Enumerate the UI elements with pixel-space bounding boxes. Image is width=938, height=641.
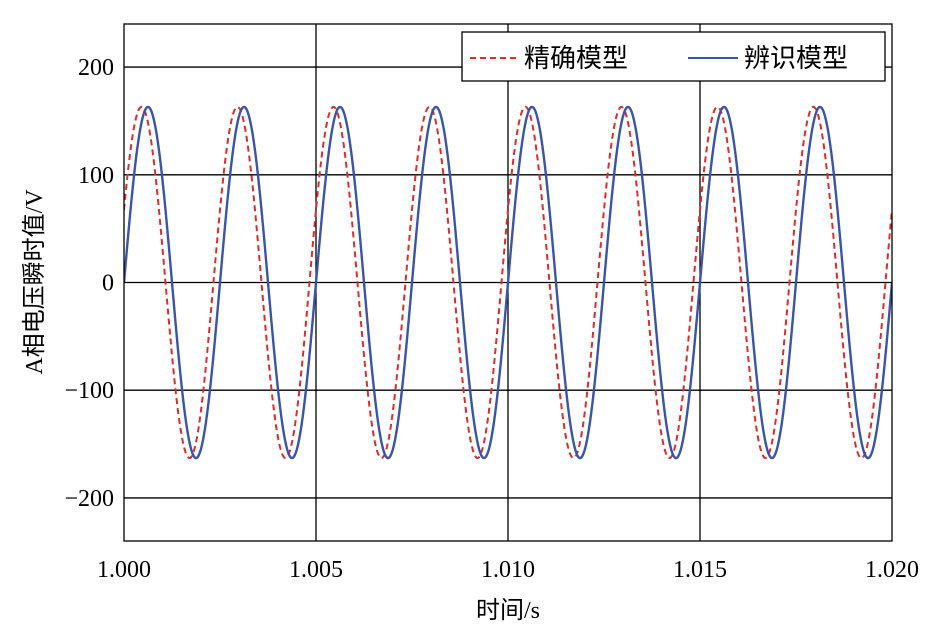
plot-frame bbox=[123, 23, 893, 542]
x-tick-label: 1.015 bbox=[673, 557, 727, 583]
legend: 精确模型 辨识模型 bbox=[461, 31, 886, 82]
y-tick-label: 100 bbox=[78, 163, 114, 189]
x-tick-label: 1.005 bbox=[289, 557, 343, 583]
y-tick-label: −200 bbox=[64, 486, 114, 512]
x-tick-labels: 1.000 1.005 1.010 1.015 1.020 bbox=[97, 557, 919, 583]
y-tick-label: 200 bbox=[78, 55, 114, 81]
legend-label-identified: 辨识模型 bbox=[744, 44, 848, 73]
y-axis-label: A相电压瞬时值/V bbox=[21, 189, 48, 375]
series-line-0 bbox=[124, 105, 892, 460]
series-line-1 bbox=[124, 105, 892, 460]
y-tick-label: 0 bbox=[102, 271, 114, 297]
x-tick-label: 1.000 bbox=[97, 557, 151, 583]
data-curves bbox=[124, 105, 892, 460]
x-axis-label: 时间/s bbox=[476, 597, 540, 624]
y-tick-label: −100 bbox=[64, 378, 114, 404]
x-tick-label: 1.020 bbox=[865, 557, 919, 583]
legend-box bbox=[461, 31, 886, 82]
y-tick-labels: 200 100 0 −100 −200 bbox=[64, 55, 114, 512]
legend-label-exact: 精确模型 bbox=[524, 44, 628, 73]
x-tick-label: 1.010 bbox=[481, 557, 535, 583]
